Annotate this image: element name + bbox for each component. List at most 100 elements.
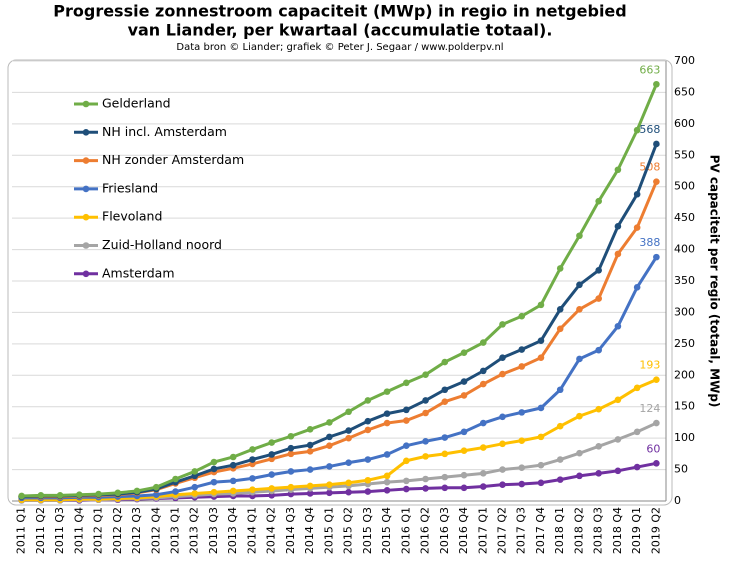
data-point <box>306 482 314 490</box>
data-point <box>441 473 449 481</box>
legend-marker <box>82 213 90 221</box>
data-point <box>249 475 256 482</box>
data-point <box>326 433 333 441</box>
legend-label: Flevoland <box>102 209 162 224</box>
data-point <box>576 355 583 363</box>
legend-label: Gelderland <box>102 96 171 111</box>
data-point <box>364 456 372 463</box>
data-point <box>364 488 372 495</box>
x-tick-label: 2012 Q4 <box>149 507 162 554</box>
x-tick-label: 2014 Q4 <box>303 507 316 554</box>
data-point <box>499 370 506 378</box>
data-point <box>595 443 602 450</box>
y-tick-label: 250 <box>674 337 695 350</box>
data-point <box>403 417 410 424</box>
x-tick-label: 2016 Q3 <box>438 507 451 554</box>
x-tick-label: 2013 Q2 <box>188 507 201 554</box>
x-tick-label: 2018 Q3 <box>592 507 605 554</box>
x-tick-label: 2017 Q4 <box>534 507 547 554</box>
data-point <box>460 428 468 436</box>
data-point <box>595 295 602 302</box>
data-point <box>326 442 333 449</box>
data-point <box>383 478 391 486</box>
y-tick-label: 50 <box>674 463 688 476</box>
data-point <box>537 404 545 412</box>
data-point <box>191 468 199 475</box>
data-point <box>287 468 295 475</box>
data-point <box>499 321 506 328</box>
data-point <box>210 478 218 486</box>
x-tick-label: 2013 Q3 <box>207 507 220 554</box>
data-point <box>383 388 391 395</box>
data-point <box>595 267 602 274</box>
data-point <box>595 346 602 354</box>
data-point <box>210 465 218 473</box>
data-point <box>133 487 141 495</box>
x-tick-label: 2012 Q2 <box>111 507 124 554</box>
data-point <box>249 486 256 493</box>
data-point <box>653 178 660 185</box>
data-point <box>326 419 333 426</box>
legend-marker <box>82 100 90 108</box>
data-point <box>422 409 429 417</box>
data-point <box>229 477 237 485</box>
data-point <box>306 426 314 433</box>
data-point <box>556 305 564 313</box>
data-point <box>499 481 506 488</box>
data-point <box>441 358 449 366</box>
data-point <box>614 223 622 230</box>
data-point <box>653 253 660 261</box>
data-point <box>210 488 218 496</box>
x-tick-label: 2011 Q2 <box>34 507 47 554</box>
x-tick-label: 2012 Q1 <box>92 507 105 554</box>
series-line <box>21 181 658 499</box>
data-point <box>383 419 391 427</box>
x-tick-label: 2013 Q1 <box>169 507 182 554</box>
data-point <box>633 126 641 134</box>
data-point <box>576 232 583 240</box>
data-label: 568 <box>639 123 660 136</box>
data-point <box>403 379 410 387</box>
x-tick-label: 2015 Q4 <box>380 507 393 554</box>
data-point <box>556 422 564 430</box>
data-point <box>479 380 487 388</box>
data-point <box>441 398 449 405</box>
data-point <box>556 386 564 394</box>
data-point <box>326 463 333 470</box>
legend-marker <box>82 157 90 164</box>
legend-marker <box>82 270 90 278</box>
data-point <box>556 325 564 333</box>
data-point <box>287 444 295 452</box>
data-point <box>403 477 410 485</box>
data-point <box>653 80 660 88</box>
series-line <box>21 256 658 500</box>
y-tick-label: 550 <box>674 148 695 161</box>
y-tick-label: 600 <box>674 117 695 130</box>
data-point <box>518 409 526 416</box>
x-tick-label: 2017 Q3 <box>515 507 528 554</box>
data-point <box>364 397 372 404</box>
data-point <box>614 322 622 330</box>
legend-marker <box>82 242 90 249</box>
x-tick-label: 2014 Q2 <box>265 507 278 554</box>
data-point <box>614 250 622 258</box>
data-point <box>95 490 102 498</box>
legend-label: Amsterdam <box>102 265 175 280</box>
data-point <box>114 489 122 497</box>
data-point <box>152 483 160 491</box>
data-point <box>479 483 487 490</box>
series-line <box>21 83 658 498</box>
data-point <box>76 491 83 499</box>
plot-frame <box>7 59 673 506</box>
data-point <box>37 492 45 499</box>
x-tick-label: 2015 Q1 <box>322 507 335 554</box>
data-point <box>287 450 295 458</box>
data-label: 508 <box>639 161 660 174</box>
data-point <box>403 406 410 414</box>
data-point <box>614 467 622 475</box>
data-point <box>345 459 352 466</box>
data-point <box>479 339 487 346</box>
data-point <box>229 461 237 469</box>
data-point <box>614 396 622 404</box>
x-tick-label: 2011 Q1 <box>15 507 28 554</box>
